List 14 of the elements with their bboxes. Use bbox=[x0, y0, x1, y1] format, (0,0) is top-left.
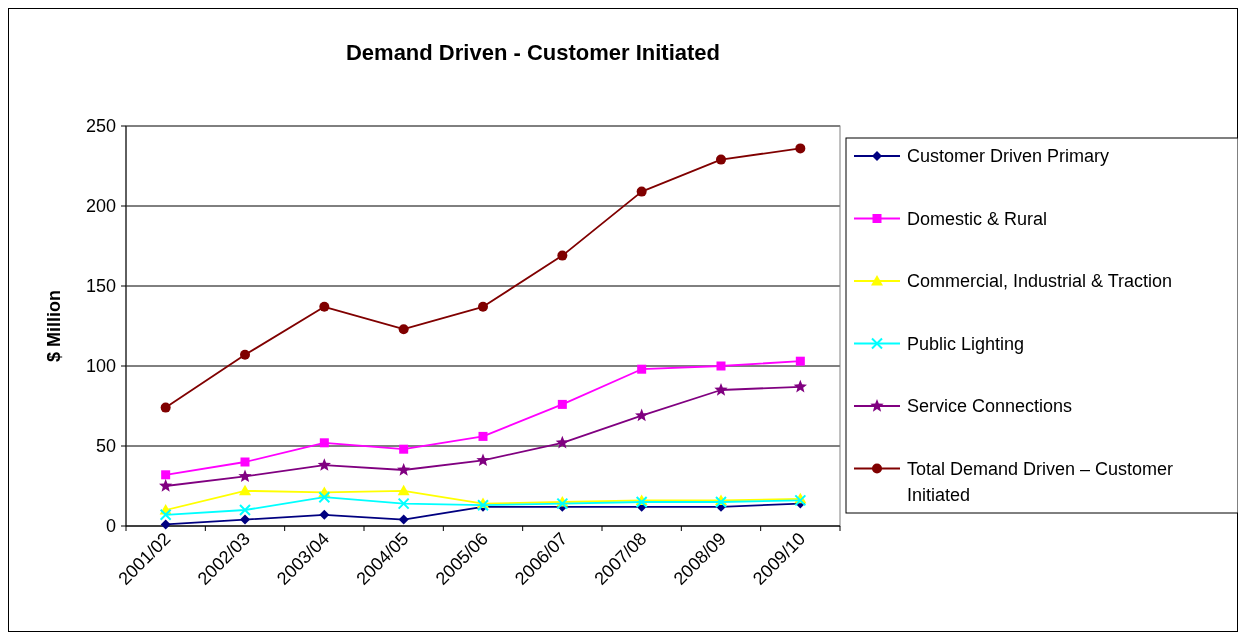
y-tick-label: 100 bbox=[85, 356, 116, 377]
legend-label: Service Connections bbox=[907, 396, 1073, 417]
chart-title: Demand Driven - Customer Initiated bbox=[345, 40, 721, 65]
legend-label: Commercial, Industrial & Traction bbox=[907, 271, 1173, 292]
legend-label: Total Demand Driven – Customer Initiated bbox=[907, 458, 1174, 505]
legend-label: Domestic & Rural bbox=[907, 208, 1048, 229]
legend-label: Public Lighting bbox=[907, 333, 1025, 354]
y-tick-label: 0 bbox=[105, 516, 116, 537]
y-tick-label: 150 bbox=[85, 276, 116, 297]
y-tick-label: 50 bbox=[95, 436, 116, 457]
y-tick-label: 200 bbox=[85, 196, 116, 217]
y-axis-title: $ Million bbox=[44, 290, 64, 362]
legend-label: Customer Driven Primary bbox=[907, 146, 1110, 167]
y-tick-label: 250 bbox=[85, 116, 116, 137]
